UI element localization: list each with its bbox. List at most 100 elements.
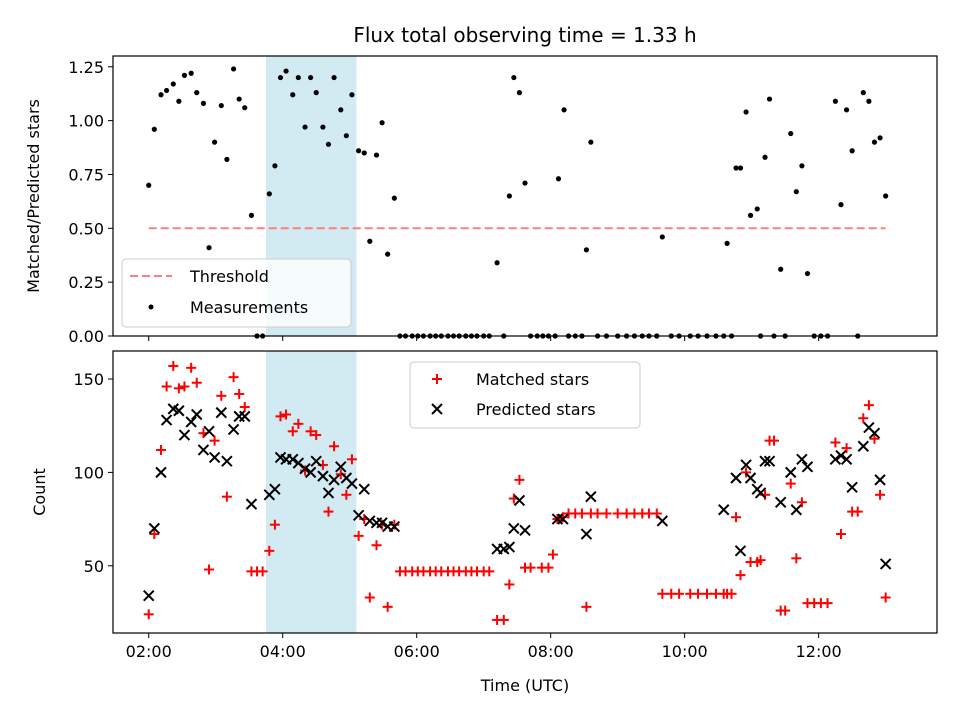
predicted-star-point	[763, 455, 776, 467]
measurement-point	[555, 176, 562, 182]
predicted-star-point	[304, 466, 317, 479]
predicted-star-point	[730, 472, 742, 484]
matched-star-point	[780, 605, 791, 616]
predicted-star-point	[829, 453, 842, 466]
predicted-star-point	[310, 455, 322, 467]
predicted-star-point	[239, 410, 251, 423]
measurement-point	[295, 74, 301, 81]
measurement-point	[224, 156, 230, 162]
predicted-star-point	[299, 462, 311, 475]
top-legend: Threshold Measurements	[121, 258, 352, 328]
predicted-star-point	[352, 509, 365, 522]
measurement-point	[212, 139, 218, 145]
measurement-point	[754, 206, 760, 212]
predicted-star-point	[346, 477, 358, 490]
measurement-point	[283, 68, 289, 74]
measurement-point	[561, 107, 567, 113]
predicted-star-point	[358, 483, 370, 495]
matched-star-point	[514, 474, 525, 485]
measurement-point	[385, 251, 391, 257]
measurement-point	[877, 135, 883, 141]
matched-star-point	[191, 377, 202, 388]
predicted-star-point	[718, 504, 730, 516]
measurement-point	[737, 165, 744, 171]
predicted-star-point	[790, 504, 803, 516]
predicted-star-point	[585, 490, 597, 503]
predicted-star-point	[868, 427, 881, 439]
measurement-point	[659, 234, 665, 240]
matched-star-point	[287, 426, 298, 437]
matched-star-point	[785, 478, 796, 489]
measurement-point	[331, 74, 337, 81]
top-panel: 0.00 0.25 0.50 0.75 1.00 1.25 Flux total obse…	[24, 23, 938, 346]
matched-star-point	[830, 437, 841, 448]
bottom-x-axis-label: Time (UTC)	[480, 676, 569, 695]
top-chart-title: Flux total observing time = 1.33 h	[353, 23, 696, 47]
measurement-point	[272, 163, 278, 169]
measurement-point	[511, 74, 517, 81]
predicted-star-point	[191, 408, 203, 421]
predicted-star-point	[857, 440, 870, 452]
bottom-x-tick-label: 08:00	[528, 642, 574, 661]
matched-star-point	[525, 562, 536, 573]
top-y-axis-label: Matched/Predicted stars	[24, 99, 43, 293]
matched-star-point	[592, 508, 603, 519]
matched-star-point	[547, 549, 558, 560]
predicted-star-point	[328, 474, 340, 486]
predicted-star-point	[580, 528, 593, 540]
bottom-y-tick-label: 150	[73, 370, 104, 389]
measurement-point	[320, 124, 326, 130]
measurement-point	[290, 92, 296, 98]
predicted-star-point	[874, 474, 886, 486]
predicted-star-point	[734, 545, 747, 557]
bottom-y-tick-label: 50	[84, 557, 104, 576]
bottom-x-tick-label: 12:00	[796, 642, 842, 661]
matched-star-point	[875, 489, 886, 500]
bottom-legend-box	[409, 361, 641, 429]
measurement-point	[849, 148, 855, 154]
matched-star-point	[168, 360, 179, 371]
matched-star-point	[179, 381, 190, 392]
matched-star-point	[657, 588, 668, 599]
predicted-star-point	[208, 451, 221, 464]
measurement-point	[236, 96, 242, 102]
predicted-star-point	[376, 517, 388, 529]
measurement-point	[788, 130, 794, 137]
matched-star-point	[735, 570, 746, 581]
matched-star-point	[796, 497, 807, 508]
predicted-star-point	[322, 487, 335, 499]
legend-measurements-marker	[148, 304, 154, 310]
top-y-tick-label: 0.50	[68, 219, 104, 238]
measurement-point	[146, 182, 152, 188]
measurement-point	[188, 70, 194, 76]
predicted-star-point	[269, 483, 281, 495]
predicted-star-point	[178, 429, 191, 441]
predicted-star-point	[148, 522, 161, 535]
measurement-point	[242, 105, 248, 111]
measurement-point	[302, 124, 308, 130]
measurement-point	[583, 247, 590, 253]
legend-matched-marker	[432, 374, 442, 384]
measurement-point	[151, 126, 157, 132]
matched-star-point	[612, 508, 623, 519]
predicted-star-point	[221, 455, 233, 467]
top-plot-frame	[112, 55, 938, 337]
predicted-star-point	[796, 453, 808, 466]
matched-star-point	[863, 400, 874, 411]
matched-star-point	[269, 519, 280, 530]
bottom-y-axis-label: Count	[30, 468, 49, 516]
legend-measurements-label: Measurements	[190, 298, 308, 317]
matched-star-point	[768, 435, 779, 446]
matched-star-point	[204, 564, 215, 575]
matched-star-point	[858, 413, 869, 424]
matched-star-point	[239, 402, 250, 413]
predicted-star-point	[835, 449, 847, 462]
matched-star-point	[498, 614, 509, 625]
predicted-star-point	[785, 466, 797, 479]
predicted-star-point	[508, 522, 520, 535]
predicted-star-point	[287, 453, 299, 466]
measurement-point	[230, 66, 237, 72]
measurement-point	[506, 193, 512, 199]
predicted-star-point	[846, 481, 858, 494]
